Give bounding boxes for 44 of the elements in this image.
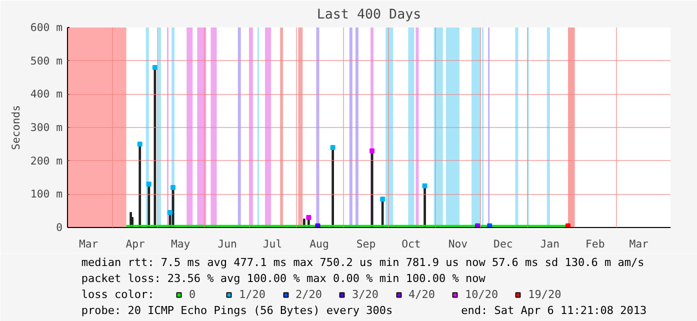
x-tick-label: Jan (540, 238, 560, 250)
point (168, 210, 173, 215)
x-tick-label: Jul (262, 238, 282, 250)
x-tick-label: Dec (494, 238, 513, 250)
legend-label: 0 (189, 288, 197, 301)
text: end: Sat Apr 6 11:21:08 2013 (461, 304, 647, 317)
x-tick-label: Oct (402, 238, 421, 250)
x-tick-label: Sep (356, 238, 376, 250)
legend-label: 10/20 (465, 288, 498, 301)
y-tick-label: 0 (56, 221, 63, 234)
point (306, 215, 312, 220)
y-axis-title: Seconds (9, 105, 22, 150)
x-tick-label: Apr (126, 238, 146, 250)
y-tick-label: 200 m (30, 154, 62, 168)
x-tick-label: Feb (586, 238, 605, 250)
point (170, 185, 176, 190)
legend-label: 1/20 (239, 288, 266, 301)
legend-label: 3/20 (352, 288, 378, 301)
legend-label: 4/20 (408, 288, 435, 301)
y-tick-label: 300 m (30, 121, 62, 134)
point (152, 65, 158, 70)
point (422, 183, 428, 188)
text: packet loss: 23.56 % avg 100.00 % max 0.00 % min 100.00 % now (81, 272, 486, 285)
x-tick-label: Nov (448, 238, 468, 250)
y-tick-label: 400 m (30, 88, 62, 101)
x-tick-label: Mar (629, 238, 650, 250)
legend-label: 19/20 (528, 288, 562, 301)
text: probe: 20 ICMP Echo Pings (56 Bytes) every 300s (81, 304, 393, 317)
text: median rtt: 7.5 ms avg 477.1 ms max 750.2 us min 781.9 us now 57.6 ms sd 130.6 m am/s (81, 256, 644, 269)
y-tick-label: 100 m (30, 188, 62, 201)
point (380, 196, 386, 202)
y-tick-label: 500 m (30, 54, 62, 68)
x-tick-label: Mar (78, 238, 99, 250)
x-tick-label: Jun (218, 238, 237, 250)
point (146, 182, 152, 187)
x-tick-label: Aug (310, 238, 329, 250)
point (330, 145, 336, 150)
point (137, 142, 142, 147)
x-tick-label: May (170, 238, 190, 250)
y-tick-label: 600 m (30, 21, 62, 34)
legend-label: 2/20 (296, 288, 322, 301)
legend-title: loss color: (81, 288, 154, 301)
point (370, 148, 375, 154)
chart-title: Last 400 Days (316, 8, 422, 22)
